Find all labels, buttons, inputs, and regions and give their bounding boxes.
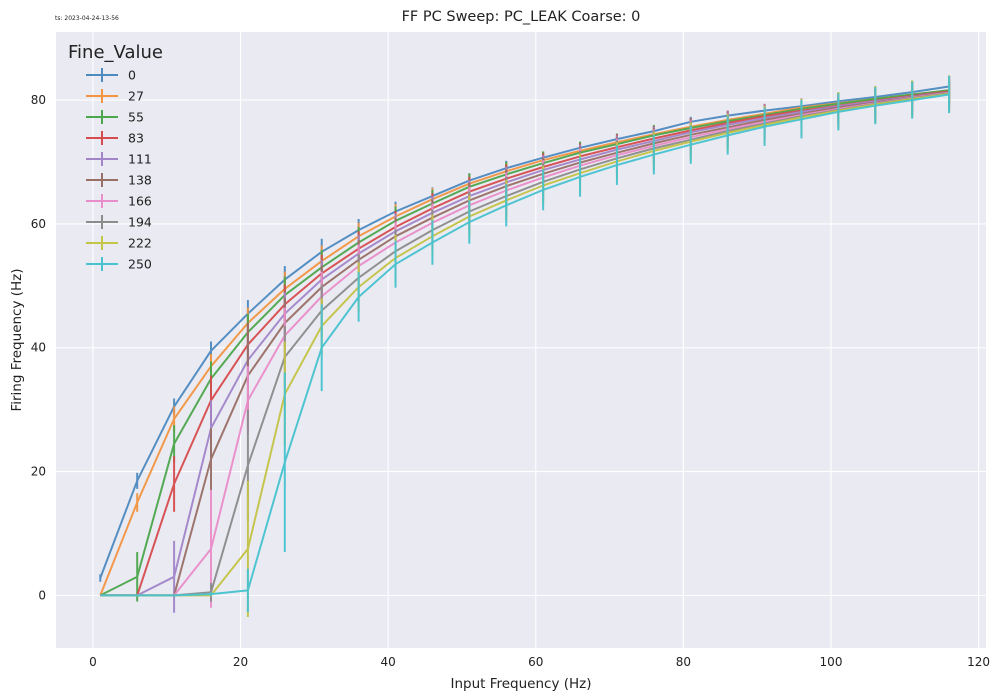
y-axis-label: Firing Frequency (Hz) <box>9 268 25 411</box>
y-tick-label: 60 <box>31 217 46 231</box>
legend-item-194: 194 <box>86 215 152 230</box>
series-line <box>100 92 950 597</box>
plot-area <box>56 32 986 648</box>
legend-item-250: 250 <box>86 257 152 272</box>
x-tick-label: 60 <box>528 655 543 669</box>
legend-title: Fine_Value <box>68 42 163 63</box>
legend-label: 250 <box>128 257 152 272</box>
series-line <box>99 89 950 596</box>
legend-item-138: 138 <box>86 173 152 188</box>
legend-label: 27 <box>128 89 144 104</box>
legend-item-83: 83 <box>86 131 144 146</box>
series-line <box>100 91 950 597</box>
x-tick-label: 0 <box>89 655 97 669</box>
legend-item-111: 111 <box>86 152 152 167</box>
y-tick-label: 80 <box>31 93 46 107</box>
series-line <box>99 89 950 597</box>
series-line <box>100 91 950 597</box>
series-line <box>99 85 950 579</box>
legend-label: 83 <box>128 131 144 146</box>
legend-item-0: 0 <box>86 68 136 83</box>
legend-label: 0 <box>128 68 136 83</box>
chart-title: FF PC Sweep: PC_LEAK Coarse: 0 <box>402 9 641 25</box>
x-tick-label: 40 <box>381 655 396 669</box>
x-tick-label: 80 <box>676 655 691 669</box>
legend-label: 55 <box>128 110 144 125</box>
legend-item-27: 27 <box>86 89 144 104</box>
timestamp: ts: 2023-04-24-13-56 <box>55 15 119 22</box>
grid <box>56 32 986 648</box>
y-tick-label: 20 <box>31 465 46 479</box>
legend-label: 138 <box>128 173 152 188</box>
x-axis-label: Input Frequency (Hz) <box>450 676 591 692</box>
legend-label: 194 <box>128 215 152 230</box>
series-line <box>100 90 950 597</box>
x-tick-label: 120 <box>967 655 990 669</box>
y-tick-label: 40 <box>31 341 46 355</box>
legend-label: 166 <box>128 194 152 209</box>
series-layer <box>99 75 951 618</box>
legend: Fine_Value 0 27 55 83 111 138 166 194 222 250 <box>68 42 163 272</box>
legend-item-55: 55 <box>86 110 144 125</box>
x-tick-label: 20 <box>233 655 248 669</box>
series-line <box>100 92 950 597</box>
legend-item-222: 222 <box>86 236 152 251</box>
x-tick-label: 100 <box>820 655 843 669</box>
series-250 <box>100 75 951 613</box>
ticks: 0 20 40 60 80 100 120 0 20 40 60 80 <box>31 93 990 669</box>
legend-label: 111 <box>128 152 152 167</box>
y-tick-label: 0 <box>38 588 46 602</box>
legend-label: 222 <box>128 236 152 251</box>
legend-item-166: 166 <box>86 194 152 209</box>
series-line <box>100 93 950 597</box>
series-line <box>100 91 950 597</box>
legend-items: 0 27 55 83 111 138 166 194 222 250 <box>86 68 152 272</box>
